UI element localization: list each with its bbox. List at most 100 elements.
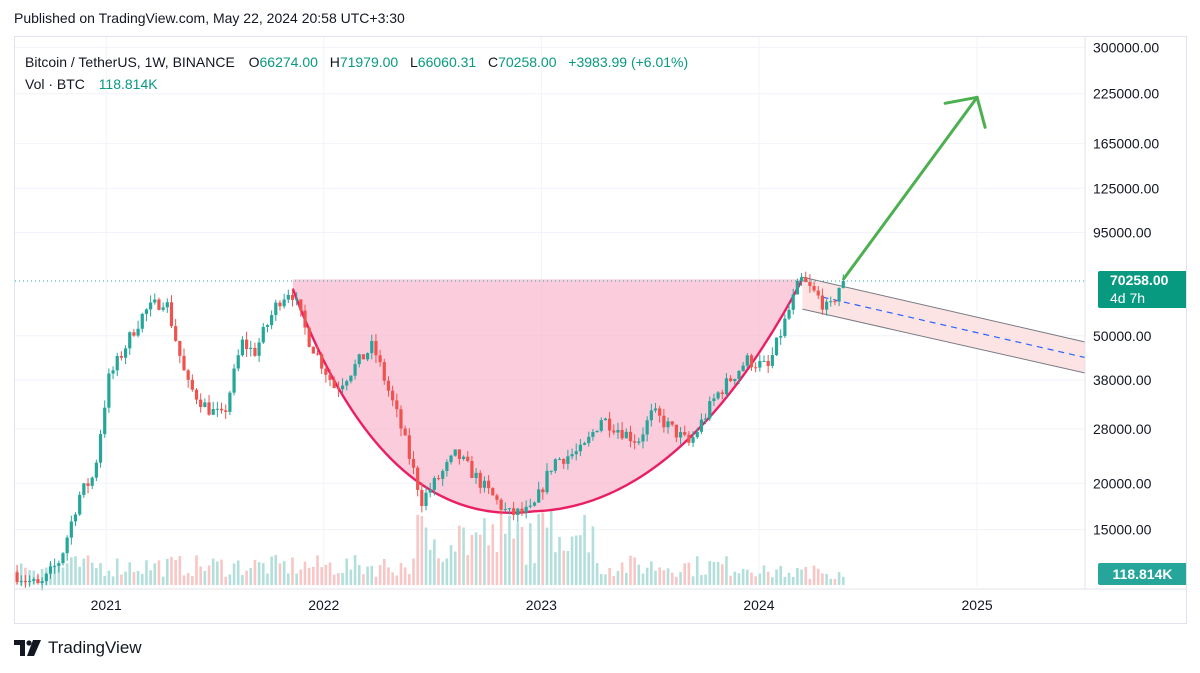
volume-tag: 118.814K: [1098, 563, 1186, 585]
volume-bar: [366, 566, 369, 585]
volume-bar: [633, 557, 636, 585]
volume-bar: [708, 561, 712, 585]
volume-bar: [783, 576, 787, 585]
candle-body: [228, 392, 232, 412]
candle-body: [716, 392, 720, 399]
candle-body: [762, 360, 766, 362]
candle-body: [320, 354, 324, 369]
candle-body: [169, 302, 174, 327]
candle-body: [595, 430, 599, 433]
candle-body: [791, 294, 795, 310]
volume-bar: [353, 555, 357, 585]
volume-bar: [833, 578, 837, 585]
cup-pattern: [291, 278, 804, 514]
volume-bar: [303, 561, 307, 585]
candle-body: [678, 432, 683, 438]
volume-bar: [270, 556, 273, 585]
candle-body: [578, 444, 583, 452]
volume-bar: [278, 563, 282, 585]
x-tick-label: 2024: [743, 597, 774, 613]
candle-body: [332, 379, 336, 388]
low-value: 66060.31: [417, 54, 477, 70]
candle-body: [441, 471, 445, 479]
candle-body: [207, 402, 211, 415]
close-label: C: [487, 54, 499, 70]
volume-bar: [65, 563, 69, 585]
volume-bar: [316, 555, 319, 585]
candle-body: [574, 451, 578, 455]
volume-bar: [570, 536, 574, 585]
volume-bar: [604, 574, 607, 585]
volume-bar: [149, 570, 152, 585]
candle-body: [107, 373, 111, 408]
volume-bar: [750, 572, 753, 585]
candle-body: [153, 299, 157, 303]
candle-body: [453, 449, 457, 456]
chart-panel[interactable]: 15000.00 20000.00 28000.00 38000.00 50000.00…: [14, 36, 1187, 624]
volume-bar: [733, 571, 737, 585]
candle-body: [712, 398, 716, 402]
candle-body: [766, 360, 770, 366]
candle-body: [386, 380, 391, 391]
candle-body: [507, 508, 512, 510]
volume-bar: [395, 575, 399, 585]
volume-bar: [816, 568, 820, 585]
candle-body: [524, 506, 528, 513]
x-tick-label: 2021: [91, 597, 122, 613]
volume-bar: [541, 512, 545, 585]
candle-body: [436, 478, 441, 480]
candle-body: [532, 502, 537, 506]
candle-body: [57, 563, 61, 566]
candle-body: [603, 418, 608, 421]
price-chart[interactable]: 15000.00 20000.00 28000.00 38000.00 50000.00…: [15, 37, 1187, 624]
candle-body: [115, 355, 119, 371]
candle-body: [816, 290, 820, 296]
y-tick-label: 50000.00: [1093, 328, 1152, 344]
target-arrow: [842, 95, 987, 281]
candle-body: [94, 462, 98, 478]
volume-bar: [595, 563, 599, 585]
candle-body: [662, 415, 666, 428]
candle-body: [111, 370, 115, 374]
candle-body: [512, 508, 516, 515]
candle-body: [466, 456, 470, 461]
candle-body: [624, 431, 628, 439]
candle-body: [119, 355, 124, 358]
candle-body: [353, 364, 357, 376]
volume-histogram: [15, 509, 845, 585]
volume-bar: [679, 572, 682, 585]
candle-body: [695, 431, 699, 438]
candle-body: [633, 441, 637, 443]
candle-body: [703, 418, 708, 420]
tradingview-brand[interactable]: TradingView: [14, 638, 142, 658]
volume-bar: [829, 578, 833, 585]
volume-bar: [399, 563, 403, 585]
volume-bar: [716, 562, 720, 585]
candle-body: [103, 407, 107, 435]
volume-bar: [616, 570, 620, 585]
volume-bar: [382, 558, 386, 585]
volume-bar: [70, 557, 73, 585]
volume-bar: [186, 573, 190, 585]
volume-bar: [332, 574, 336, 585]
volume-bar: [228, 574, 232, 585]
volume-bar: [554, 552, 557, 585]
candle-body: [219, 408, 224, 411]
volume-bar: [253, 560, 257, 585]
volume-bar: [166, 558, 169, 585]
candle-body: [345, 381, 349, 386]
candle-body: [637, 441, 641, 443]
cup-fill: [292, 279, 803, 513]
candle-body: [349, 375, 353, 382]
volume-bar: [124, 571, 127, 585]
price-channel: [802, 276, 1086, 374]
candle-body: [708, 401, 712, 419]
low-label: L: [410, 54, 418, 70]
volume-bar: [224, 576, 228, 585]
open-label: O: [248, 54, 260, 70]
x-tick-label: 2023: [526, 597, 557, 613]
volume-bar: [687, 562, 691, 585]
candle-body: [157, 299, 161, 310]
candle-body: [499, 499, 503, 510]
candle-body: [140, 313, 144, 329]
